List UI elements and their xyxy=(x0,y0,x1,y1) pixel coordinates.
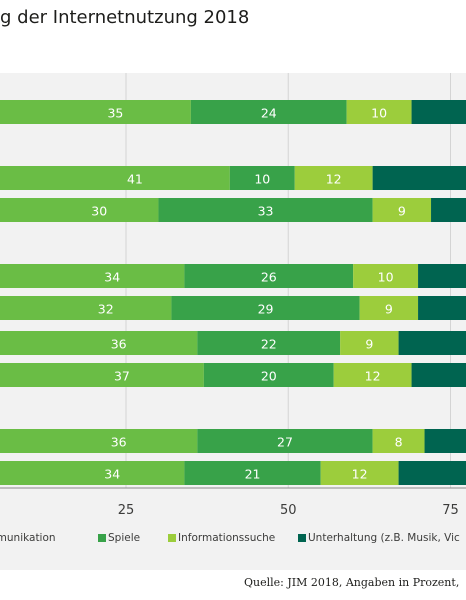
data-label: 12 xyxy=(365,369,381,384)
data-label: 41 xyxy=(127,172,143,187)
bar-segment xyxy=(0,264,185,288)
data-label: 8 xyxy=(395,435,403,450)
bar-segment xyxy=(372,166,466,190)
bar-segment xyxy=(0,166,230,190)
data-label: 12 xyxy=(352,467,368,482)
bar-segment xyxy=(320,461,399,485)
bar-segment xyxy=(418,264,466,288)
bar-segment xyxy=(411,363,466,387)
bar-segment xyxy=(184,264,354,288)
legend-label: Unterhaltung (z.B. Musik, Vic xyxy=(308,532,460,544)
source-note: Quelle: JIM 2018, Angaben in Prozent, xyxy=(244,576,460,589)
data-label: 36 xyxy=(111,435,127,450)
legend-item: Informationssuche xyxy=(168,532,275,544)
x-tick-label: 75 xyxy=(442,503,459,518)
data-label: 29 xyxy=(258,302,274,317)
bar-segment xyxy=(294,166,373,190)
bar-row: 41 10 12 xyxy=(0,166,466,190)
data-label: 10 xyxy=(254,172,270,187)
data-label: 30 xyxy=(91,204,107,219)
data-label: 35 xyxy=(107,106,123,121)
bar-segment xyxy=(0,198,159,222)
legend-label: Informationssuche xyxy=(178,532,275,544)
chart-panel: 35 24 10 41 10 12 30 33 9 34 26 10 32 29 9 36 22 9 37 20 12 3… xyxy=(0,73,466,570)
bar-segment xyxy=(203,363,334,387)
legend-item: nmunikation xyxy=(0,532,56,544)
x-tick-label: 50 xyxy=(280,503,297,518)
x-axis: 25 50 75 xyxy=(0,487,466,518)
bar-segment xyxy=(346,100,412,124)
data-label: 10 xyxy=(378,270,394,285)
bar-segment xyxy=(0,429,198,453)
bar-segment xyxy=(197,331,341,355)
bar-row: 32 29 9 xyxy=(0,296,466,320)
bar-segment xyxy=(372,198,432,222)
legend-swatch xyxy=(168,534,176,542)
bar-row: 34 21 12 xyxy=(0,461,466,485)
bar-segment xyxy=(229,166,295,190)
bar-segment xyxy=(0,296,172,320)
bar-row: 30 33 9 xyxy=(0,198,466,222)
bar-row: 36 22 9 xyxy=(0,331,466,355)
data-label: 32 xyxy=(98,302,114,317)
data-label: 9 xyxy=(365,337,373,352)
data-label: 9 xyxy=(385,302,393,317)
data-label: 26 xyxy=(261,270,277,285)
legend-swatch xyxy=(98,534,106,542)
bar-row: 36 27 8 xyxy=(0,429,466,453)
legend-item: Unterhaltung (z.B. Musik, Vic xyxy=(298,532,460,544)
data-label: 10 xyxy=(371,106,387,121)
bar-segment xyxy=(424,429,466,453)
bar-segment xyxy=(398,461,466,485)
bar-segment xyxy=(353,264,419,288)
data-label: 24 xyxy=(261,106,277,121)
bar-segment xyxy=(197,429,373,453)
data-label: 20 xyxy=(261,369,277,384)
legend-swatch xyxy=(298,534,306,542)
legend: nmunikation Spiele Informationssuche Unterh… xyxy=(0,532,460,544)
bar-segment xyxy=(158,198,373,222)
bar-row: 35 24 10 xyxy=(0,100,466,124)
bar-segment xyxy=(372,429,425,453)
data-label: 27 xyxy=(277,435,293,450)
data-label: 21 xyxy=(245,467,261,482)
bar-segment xyxy=(411,100,466,124)
bar-segment xyxy=(0,100,191,124)
legend-label: Spiele xyxy=(108,532,140,544)
legend-label: nmunikation xyxy=(0,532,56,544)
data-label: 36 xyxy=(111,337,127,352)
legend-item: Spiele xyxy=(98,532,140,544)
bar-segment xyxy=(0,363,204,387)
data-label: 12 xyxy=(326,172,342,187)
bar-segment xyxy=(184,461,321,485)
data-label: 34 xyxy=(104,270,120,285)
bar-segment xyxy=(340,331,399,355)
data-label: 9 xyxy=(398,204,406,219)
data-label: 34 xyxy=(104,467,120,482)
bar-segment xyxy=(398,331,466,355)
bar-row: 37 20 12 xyxy=(0,363,466,387)
bar-segment xyxy=(190,100,347,124)
data-label: 37 xyxy=(114,369,130,384)
bar-segment xyxy=(171,296,360,320)
bar-segment xyxy=(359,296,419,320)
data-label: 22 xyxy=(261,337,277,352)
data-label: 33 xyxy=(258,204,274,219)
bar-row: 34 26 10 xyxy=(0,264,466,288)
bar-segment xyxy=(418,296,466,320)
x-tick-label: 25 xyxy=(118,503,135,518)
bar-segment xyxy=(333,363,412,387)
chart-title: g der Internetnutzung 2018 xyxy=(0,7,250,28)
bar-segment xyxy=(0,461,185,485)
bar-segment xyxy=(431,198,466,222)
bar-segment xyxy=(0,331,198,355)
